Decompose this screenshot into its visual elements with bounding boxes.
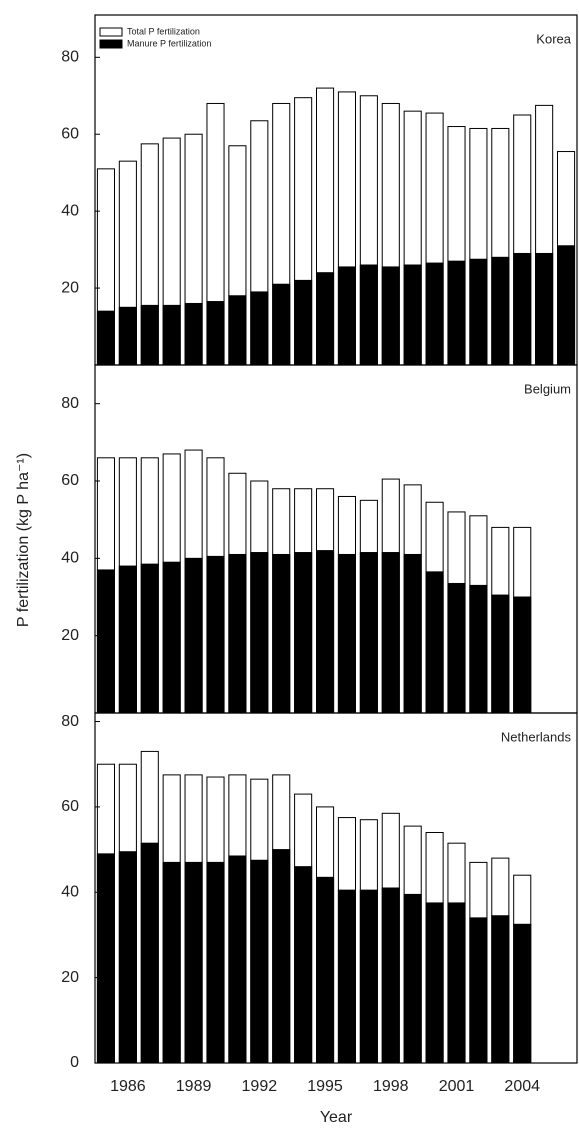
bar bbox=[447, 582, 466, 714]
bar bbox=[337, 553, 356, 714]
bar bbox=[118, 851, 137, 1064]
y-tick-label: 0 bbox=[70, 1054, 79, 1071]
legend-swatch bbox=[99, 27, 123, 37]
bar bbox=[381, 266, 400, 366]
y-tick-label: 60 bbox=[61, 798, 79, 815]
bar bbox=[272, 849, 291, 1064]
bar bbox=[359, 889, 378, 1064]
bar bbox=[250, 552, 269, 714]
bar bbox=[425, 571, 444, 714]
bar bbox=[184, 302, 203, 366]
bar bbox=[272, 553, 291, 714]
bar bbox=[469, 917, 488, 1064]
y-tick-label: 80 bbox=[61, 713, 79, 730]
bar bbox=[96, 853, 115, 1064]
bar bbox=[491, 915, 510, 1064]
bar bbox=[228, 295, 247, 366]
bar bbox=[491, 594, 510, 714]
bar bbox=[206, 555, 225, 714]
bar bbox=[206, 861, 225, 1064]
bar bbox=[96, 310, 115, 366]
bar bbox=[316, 550, 335, 714]
bar bbox=[316, 272, 335, 366]
y-tick-label: 40 bbox=[61, 550, 79, 567]
bar bbox=[381, 552, 400, 714]
bar bbox=[535, 252, 554, 366]
legend-label: Manure P fertilization bbox=[127, 38, 211, 48]
x-tick-label: 2001 bbox=[439, 1078, 475, 1095]
bar bbox=[403, 893, 422, 1064]
panel-title: Belgium bbox=[524, 381, 571, 396]
bar bbox=[403, 553, 422, 714]
bar bbox=[359, 552, 378, 714]
y-tick-label: 40 bbox=[61, 883, 79, 900]
y-tick-label: 40 bbox=[61, 202, 79, 219]
x-tick-label: 2004 bbox=[504, 1078, 540, 1095]
bar bbox=[381, 887, 400, 1064]
bar bbox=[469, 584, 488, 714]
bar bbox=[184, 861, 203, 1064]
bar bbox=[162, 304, 181, 366]
bar bbox=[140, 304, 159, 366]
bar bbox=[425, 262, 444, 366]
bar bbox=[513, 252, 532, 366]
bar bbox=[294, 279, 313, 366]
bar bbox=[162, 861, 181, 1064]
bar bbox=[294, 552, 313, 714]
bar bbox=[425, 902, 444, 1064]
bar bbox=[228, 553, 247, 714]
x-tick-label: 1989 bbox=[176, 1078, 212, 1095]
bar bbox=[206, 301, 225, 366]
bar bbox=[513, 596, 532, 714]
bar bbox=[337, 889, 356, 1064]
panel-title: Korea bbox=[536, 31, 571, 46]
plot-frame bbox=[94, 712, 578, 1064]
bar bbox=[447, 902, 466, 1064]
x-tick-label: 1986 bbox=[110, 1078, 146, 1095]
y-tick-label: 20 bbox=[61, 279, 79, 296]
bar bbox=[469, 258, 488, 366]
x-axis-title: Year bbox=[320, 1109, 353, 1126]
y-tick-label: 20 bbox=[61, 627, 79, 644]
bar bbox=[337, 266, 356, 366]
bar bbox=[118, 565, 137, 714]
bar bbox=[491, 256, 510, 366]
y-tick-label: 20 bbox=[61, 969, 79, 986]
y-tick-label: 80 bbox=[61, 395, 79, 412]
x-tick-label: 1998 bbox=[373, 1078, 409, 1095]
bar bbox=[403, 264, 422, 366]
bar bbox=[250, 859, 269, 1064]
y-axis-title: P fertilization (kg P ha⁻¹) bbox=[15, 453, 32, 627]
bar bbox=[294, 866, 313, 1064]
y-tick-label: 60 bbox=[61, 472, 79, 489]
bar bbox=[316, 876, 335, 1064]
bar bbox=[140, 842, 159, 1064]
bar bbox=[184, 557, 203, 714]
panel-title: Netherlands bbox=[501, 729, 572, 744]
y-tick-label: 60 bbox=[61, 125, 79, 142]
bar bbox=[272, 283, 291, 366]
bar bbox=[162, 561, 181, 714]
bar bbox=[447, 260, 466, 366]
x-tick-label: 1992 bbox=[242, 1078, 278, 1095]
bar bbox=[513, 923, 532, 1064]
bar bbox=[96, 569, 115, 714]
bar bbox=[228, 855, 247, 1064]
bar bbox=[140, 563, 159, 714]
bar bbox=[557, 245, 576, 366]
bar bbox=[359, 264, 378, 366]
x-tick-label: 1995 bbox=[307, 1078, 343, 1095]
bar bbox=[250, 291, 269, 366]
bar bbox=[118, 306, 137, 366]
legend-label: Total P fertilization bbox=[127, 26, 200, 36]
legend-swatch bbox=[99, 39, 123, 49]
y-tick-label: 80 bbox=[61, 49, 79, 66]
